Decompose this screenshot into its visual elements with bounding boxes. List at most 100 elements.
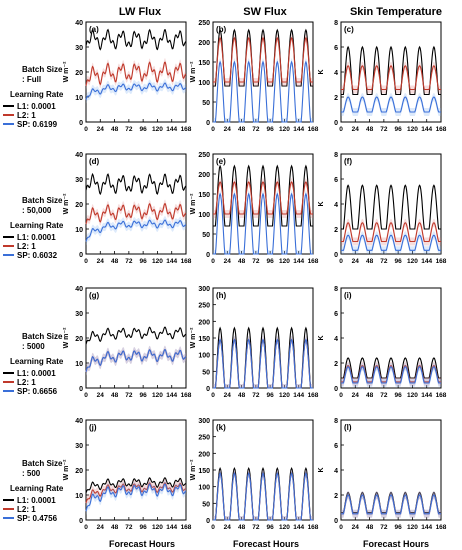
series-band [86, 345, 186, 376]
y-tick-label: 200 [198, 451, 210, 458]
x-tick-label: 168 [181, 524, 192, 531]
x-tick-label: 0 [84, 524, 88, 531]
x-tick-label: 96 [140, 524, 148, 531]
y-tick-label: 40 [75, 286, 83, 293]
x-tick-label: 72 [125, 392, 133, 399]
x-tick-label: 48 [111, 258, 119, 265]
panel-label: (b) [216, 25, 227, 34]
x-tick-label: 168 [308, 392, 319, 399]
x-tick-label: 24 [352, 258, 360, 265]
y-tick-label: 200 [198, 172, 210, 179]
y-tick-label: 30 [75, 443, 83, 450]
x-tick-label: 24 [97, 392, 105, 399]
plot-frame [212, 21, 314, 123]
series-line-sp [213, 60, 313, 123]
x-tick-label: 144 [421, 126, 432, 133]
x-tick-label: 96 [267, 392, 275, 399]
batch-label-1: Batch Size [22, 65, 63, 74]
y-tick-label: 20 [75, 336, 83, 343]
y-tick-label: 250 [198, 435, 210, 442]
x-tick-label: 96 [395, 524, 403, 531]
series-band [213, 190, 313, 254]
legend-label-sp: SP: 0.4756 [17, 514, 58, 523]
x-tick-label: 96 [395, 392, 403, 399]
series-band [341, 61, 441, 94]
row-legend-4: Batch Size : 500 Learning Rate L1: 0.000… [3, 459, 64, 523]
series-line-l1 [85, 326, 187, 345]
y-tick-label: 40 [75, 20, 83, 27]
series-line-sp [85, 219, 187, 242]
y-tick-label: 100 [198, 212, 210, 219]
x-tick-label: 24 [352, 524, 360, 531]
x-tick-label: 0 [211, 126, 215, 133]
panel-label: (f) [344, 157, 352, 166]
y-tick-label: 6 [334, 443, 338, 450]
x-tick-label: 96 [395, 126, 403, 133]
row-legend-2: Batch Size : 50,000 Learning Rate L1: 0.… [3, 196, 64, 260]
y-tick-label: 0 [334, 120, 338, 127]
x-tick-label: 48 [111, 524, 119, 531]
x-tick-label: 72 [252, 392, 260, 399]
series-line-l1 [85, 477, 187, 494]
y-tick-label: 20 [75, 468, 83, 475]
x-tick-label: 144 [166, 524, 177, 531]
row-legend-3: Batch Size : 5000 Learning Rate L1: 0.00… [3, 332, 64, 396]
y-axis-label: K [318, 69, 325, 74]
x-tick-label: 168 [181, 392, 192, 399]
series-band [213, 469, 313, 520]
series-line-sp [341, 234, 441, 251]
y-tick-label: 8 [334, 152, 338, 159]
x-tick-label: 168 [308, 524, 319, 531]
series-line-l2 [85, 202, 187, 225]
batch-label-4: Batch Size [22, 459, 63, 468]
x-tick-label: 144 [421, 524, 432, 531]
x-tick-label: 0 [84, 392, 88, 399]
y-axis-label: W m⁻² [63, 459, 70, 480]
x-tick-label: 120 [407, 392, 418, 399]
y-tick-label: 0 [206, 518, 210, 525]
series-line-sp [85, 349, 187, 372]
series-band [86, 480, 186, 516]
x-tick-label: 48 [238, 392, 246, 399]
panel-label: (d) [89, 157, 100, 166]
batch-value-3: : 5000 [22, 342, 45, 351]
x-tick-label: 120 [152, 126, 163, 133]
y-axis-label: K [318, 335, 325, 340]
x-tick-label: 168 [436, 392, 447, 399]
plot-frame [85, 287, 187, 389]
y-tick-label: 40 [75, 418, 83, 425]
x-tick-label: 168 [181, 126, 192, 133]
plot-frame [85, 153, 187, 255]
plot-frame [340, 21, 442, 123]
x-tick-label: 48 [366, 258, 374, 265]
series-band [213, 58, 313, 122]
y-tick-label: 0 [334, 518, 338, 525]
y-tick-label: 0 [334, 252, 338, 259]
series-line-l2 [341, 222, 441, 243]
panel-label: (i) [344, 291, 352, 300]
y-axis-label: W m⁻² [190, 193, 197, 214]
series-line-l2 [85, 61, 187, 86]
legend-label-l2: L2: 1 [17, 378, 36, 387]
series-line-l1 [85, 28, 187, 51]
x-tick-label: 168 [308, 126, 319, 133]
y-tick-label: 0 [334, 386, 338, 393]
y-tick-label: 2 [334, 95, 338, 102]
plot-frame [85, 419, 187, 521]
legend-label-sp: SP: 0.6199 [17, 120, 58, 129]
series-band [341, 362, 441, 387]
plot-frame [340, 287, 442, 389]
panel-label: (j) [89, 423, 97, 432]
series-line-l2 [213, 472, 313, 521]
y-tick-label: 4 [334, 336, 338, 343]
x-tick-label: 0 [339, 126, 343, 133]
y-tick-label: 8 [334, 286, 338, 293]
series-line-l2 [213, 338, 313, 389]
x-tick-label: 48 [238, 126, 246, 133]
y-axis-label: W m⁻² [190, 61, 197, 82]
x-tick-label: 120 [152, 524, 163, 531]
series-band [86, 345, 186, 376]
x-tick-label: 48 [366, 392, 374, 399]
series-line-sp [213, 338, 313, 389]
